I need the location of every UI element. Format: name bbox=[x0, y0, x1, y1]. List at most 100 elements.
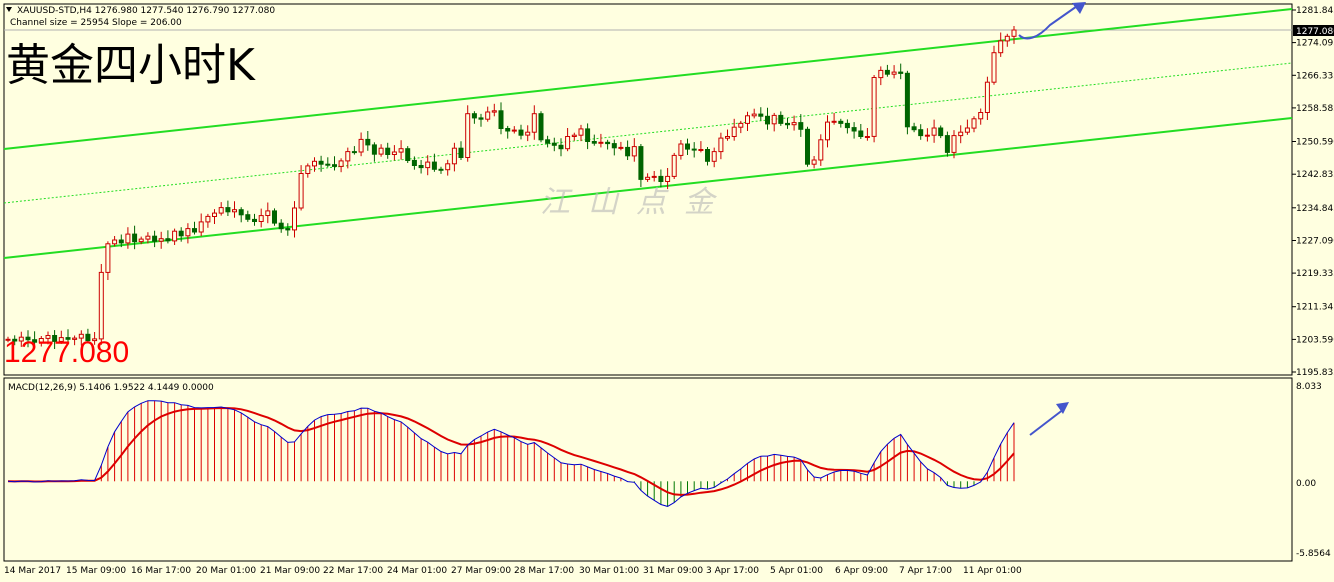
candle-bear bbox=[551, 142, 557, 146]
channel-lower-line bbox=[3, 117, 1293, 259]
candle-bear bbox=[32, 339, 38, 343]
candle-bear bbox=[904, 72, 910, 128]
candle-bull bbox=[185, 228, 191, 237]
time-tick: 14 Mar 2017 bbox=[4, 566, 61, 576]
macd-histogram bbox=[14, 400, 1015, 507]
candle-bull bbox=[105, 243, 111, 273]
candle-bull bbox=[978, 112, 984, 120]
candle-bear bbox=[658, 175, 664, 182]
candle-bull bbox=[265, 210, 271, 216]
candle-bull bbox=[811, 159, 817, 165]
candle-bull bbox=[511, 129, 517, 132]
candle-bull bbox=[98, 271, 104, 340]
candle-bear bbox=[944, 135, 950, 153]
current-price-label: 1277.080 bbox=[1296, 27, 1334, 37]
chart-overlay-title: 黄金四小时K bbox=[6, 40, 256, 91]
channel-upper-line bbox=[3, 8, 1293, 150]
candle-bear bbox=[844, 122, 850, 129]
candle-bull bbox=[878, 69, 884, 79]
candle-bear bbox=[918, 129, 924, 137]
candle-bear bbox=[585, 128, 591, 142]
macd-label: MACD(12,26,9) 5.1406 1.9522 4.1449 0.000… bbox=[8, 383, 214, 393]
time-tick: 5 Apr 01:00 bbox=[770, 566, 823, 576]
time-tick: 31 Mar 09:00 bbox=[643, 566, 703, 576]
time-tick: 28 Mar 17:00 bbox=[514, 566, 574, 576]
candle-bull bbox=[145, 235, 151, 240]
macd-panel-frame bbox=[3, 377, 1293, 562]
candle-bear bbox=[65, 337, 71, 340]
candle-bear bbox=[12, 338, 18, 342]
candle-bull bbox=[298, 173, 304, 209]
candle-bull bbox=[72, 337, 78, 340]
candle-bear bbox=[165, 238, 171, 242]
candle-bull bbox=[931, 127, 937, 136]
candle-bear bbox=[898, 71, 904, 74]
current-price-overlay: 1277.080 bbox=[4, 336, 129, 369]
candle-bull bbox=[725, 136, 730, 139]
candle-bull bbox=[818, 139, 824, 161]
candle-bear bbox=[318, 160, 324, 165]
candle-bear bbox=[765, 115, 770, 125]
candle-bear bbox=[25, 336, 31, 341]
time-tick: 20 Mar 01:00 bbox=[196, 566, 256, 576]
candle-bull bbox=[218, 207, 224, 214]
candle-bull bbox=[338, 160, 344, 167]
candle-bear bbox=[438, 168, 444, 171]
candle-bull bbox=[531, 113, 537, 133]
candle-bull bbox=[38, 338, 44, 343]
candle-bull bbox=[312, 160, 317, 167]
candle-bull bbox=[718, 137, 724, 153]
candle-bull bbox=[138, 238, 144, 243]
candle-bear bbox=[132, 233, 138, 243]
time-tick: 7 Apr 17:00 bbox=[899, 566, 952, 576]
candle-bear bbox=[858, 130, 864, 137]
candle-bear bbox=[192, 228, 197, 233]
candle-bull bbox=[5, 338, 11, 341]
candle-bull bbox=[698, 149, 704, 151]
candle-bear bbox=[225, 207, 231, 213]
price-up-arrow-head bbox=[1072, 2, 1086, 14]
candle-bull bbox=[645, 176, 651, 180]
candle-bear bbox=[118, 239, 124, 244]
candle-bear bbox=[411, 159, 417, 166]
macd-tick-bottom: -5.8564 bbox=[1296, 549, 1331, 559]
candle-bull bbox=[751, 113, 757, 117]
candle-bull bbox=[958, 131, 964, 137]
candle-bear bbox=[685, 143, 690, 150]
candle-bear bbox=[691, 148, 697, 151]
candle-bull bbox=[651, 175, 657, 178]
candle-bull bbox=[425, 161, 431, 169]
candle-bear bbox=[458, 147, 464, 158]
candle-bear bbox=[805, 128, 810, 165]
candle-bull bbox=[871, 77, 877, 137]
candle-bull bbox=[92, 338, 98, 342]
candle-bull bbox=[212, 212, 217, 218]
candle-bull bbox=[565, 136, 571, 150]
candle-bull bbox=[1004, 35, 1010, 42]
candle-bull bbox=[125, 233, 131, 244]
candle-bear bbox=[938, 127, 944, 137]
candle-bull bbox=[378, 147, 384, 155]
time-tick: 15 Mar 09:00 bbox=[66, 566, 126, 576]
collapse-triangle-icon[interactable] bbox=[6, 7, 12, 12]
candle-bull bbox=[711, 151, 717, 162]
current-price-label-bg bbox=[1293, 25, 1334, 36]
candle-bear bbox=[252, 218, 257, 222]
candle-bull bbox=[78, 333, 84, 339]
candle-bull bbox=[964, 127, 970, 133]
price-axis: 1281.845 1274.095 1266.335 1258.585 1250… bbox=[1296, 6, 1334, 378]
price-panel-frame bbox=[3, 3, 1293, 376]
time-tick: 24 Mar 01:00 bbox=[387, 566, 447, 576]
time-tick: 16 Mar 17:00 bbox=[131, 566, 191, 576]
candle-bull bbox=[598, 141, 604, 144]
price-tick: 1258.585 bbox=[1296, 104, 1334, 114]
time-tick: 3 Apr 17:00 bbox=[706, 566, 759, 576]
price-tick: 1211.345 bbox=[1296, 303, 1334, 313]
candle-bear bbox=[272, 210, 277, 224]
price-tick: 1227.090 bbox=[1296, 237, 1334, 247]
price-tick: 1234.845 bbox=[1296, 204, 1334, 214]
price-up-arrow bbox=[1018, 3, 1081, 40]
candle-bull bbox=[971, 118, 977, 129]
candle-bear bbox=[405, 148, 411, 161]
